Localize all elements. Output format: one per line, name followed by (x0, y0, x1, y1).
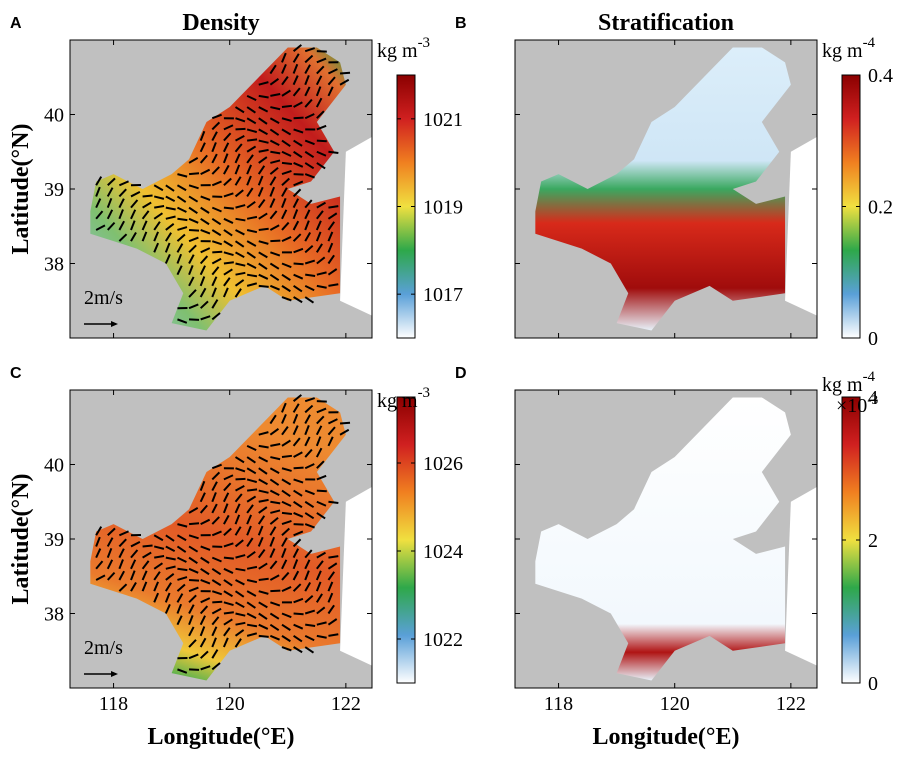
multiplier-exponent: -3 (867, 392, 878, 407)
colorbar-tick-label: 1022 (423, 629, 463, 651)
y-tick-label: 38 (44, 604, 64, 626)
unit-base: kg m (822, 374, 863, 396)
x-axis-label: Longitude(°E) (593, 724, 740, 750)
current-arrow (236, 479, 246, 480)
x-tick-label: 122 (331, 693, 361, 715)
x-axis-label: Longitude(°E) (148, 724, 295, 750)
current-arrow (305, 275, 315, 276)
y-axis-label: Latitude(°N) (8, 474, 34, 605)
colorbar (397, 397, 415, 683)
colorbar-tick-label: 0.4 (868, 65, 893, 87)
current-arrow (224, 262, 234, 263)
unit-base: kg m (377, 390, 418, 412)
current-arrow (282, 106, 292, 107)
x-tick-label: 122 (776, 693, 806, 715)
current-arrow (270, 591, 280, 592)
x-tick-label: 120 (660, 693, 690, 715)
colorbar-tick-label: 0 (868, 328, 878, 350)
current-arrow (247, 489, 257, 490)
current-arrow (259, 229, 269, 230)
current-arrow (177, 219, 187, 220)
colorbar-unit: kg m-3 (377, 35, 430, 62)
current-arrow (224, 558, 234, 559)
current-arrow (328, 152, 338, 153)
colorbar-tick-label: 1021 (423, 109, 463, 131)
panel-letter: B (455, 15, 467, 32)
current-arrow (282, 456, 292, 457)
colorbar-tick-label: 0.2 (868, 197, 893, 219)
current-arrow (340, 423, 350, 424)
current-arrow (259, 636, 269, 637)
colorbar-unit: kg m-4 (822, 35, 876, 62)
current-arrow (189, 580, 199, 581)
y-axis-label: Latitude(°N) (8, 124, 34, 255)
current-arrow (305, 625, 315, 626)
current-arrow (340, 73, 350, 74)
unit-exponent: -4 (863, 35, 876, 51)
y-tick-label: 39 (44, 529, 64, 551)
current-arrow (189, 173, 199, 174)
x-tick-label: 120 (215, 693, 245, 715)
panel-title: Density (182, 10, 259, 36)
current-arrow (224, 208, 234, 209)
current-arrow (212, 252, 222, 253)
current-arrow (259, 286, 269, 287)
scale-label: 2m/s (84, 287, 123, 309)
unit-exponent: -4 (863, 369, 876, 385)
unit-base: kg m (822, 40, 863, 62)
x-tick-label: 118 (544, 693, 573, 715)
figure: 2m/s 38 39 40 Density A Latitude(°N) 1017 1019 10… (0, 0, 921, 757)
current-arrow (143, 195, 153, 196)
colorbar-tick-label: 0 (868, 673, 878, 695)
current-arrow (177, 569, 187, 570)
current-arrow (224, 612, 234, 613)
panel-letter: D (455, 365, 467, 382)
current-arrow (328, 502, 338, 503)
unit-exponent: -3 (418, 35, 431, 51)
current-arrow (294, 468, 304, 469)
current-arrow (294, 614, 304, 615)
current-arrow (294, 264, 304, 265)
colorbar-tick-label: 1026 (423, 453, 463, 475)
current-arrow (189, 523, 199, 524)
current-arrow (282, 163, 292, 164)
current-arrow (317, 141, 327, 142)
panel-letter: A (10, 15, 22, 32)
current-arrow (270, 241, 280, 242)
scale-label: 2m/s (84, 637, 123, 659)
current-arrow (259, 579, 269, 580)
multiplier-base: ×10 (836, 395, 867, 417)
y-tick-label: 38 (44, 254, 64, 276)
colorbar-multiplier: ×10-3 (836, 392, 878, 417)
unit-exponent: -3 (418, 385, 431, 401)
current-arrow (247, 139, 257, 140)
panel-title: Stratification (598, 10, 734, 36)
current-arrow (212, 602, 222, 603)
colorbar-tick-label: 1024 (423, 541, 463, 563)
current-arrow (294, 118, 304, 119)
colorbar-tick-label: 1017 (423, 284, 463, 306)
panel-letter: C (10, 365, 22, 382)
current-arrow (282, 513, 292, 514)
current-arrow (189, 230, 199, 231)
unit-base: kg m (377, 40, 418, 62)
y-tick-label: 40 (44, 105, 64, 127)
y-tick-label: 40 (44, 455, 64, 477)
current-arrow (236, 129, 246, 130)
x-tick-label: 118 (99, 693, 128, 715)
current-arrow (143, 545, 153, 546)
y-tick-label: 39 (44, 179, 64, 201)
colorbar-unit: kg m-3 (377, 385, 430, 412)
current-arrow (317, 491, 327, 492)
colorbar-tick-label: 1019 (423, 197, 463, 219)
colorbar-tick-label: 2 (868, 530, 878, 552)
